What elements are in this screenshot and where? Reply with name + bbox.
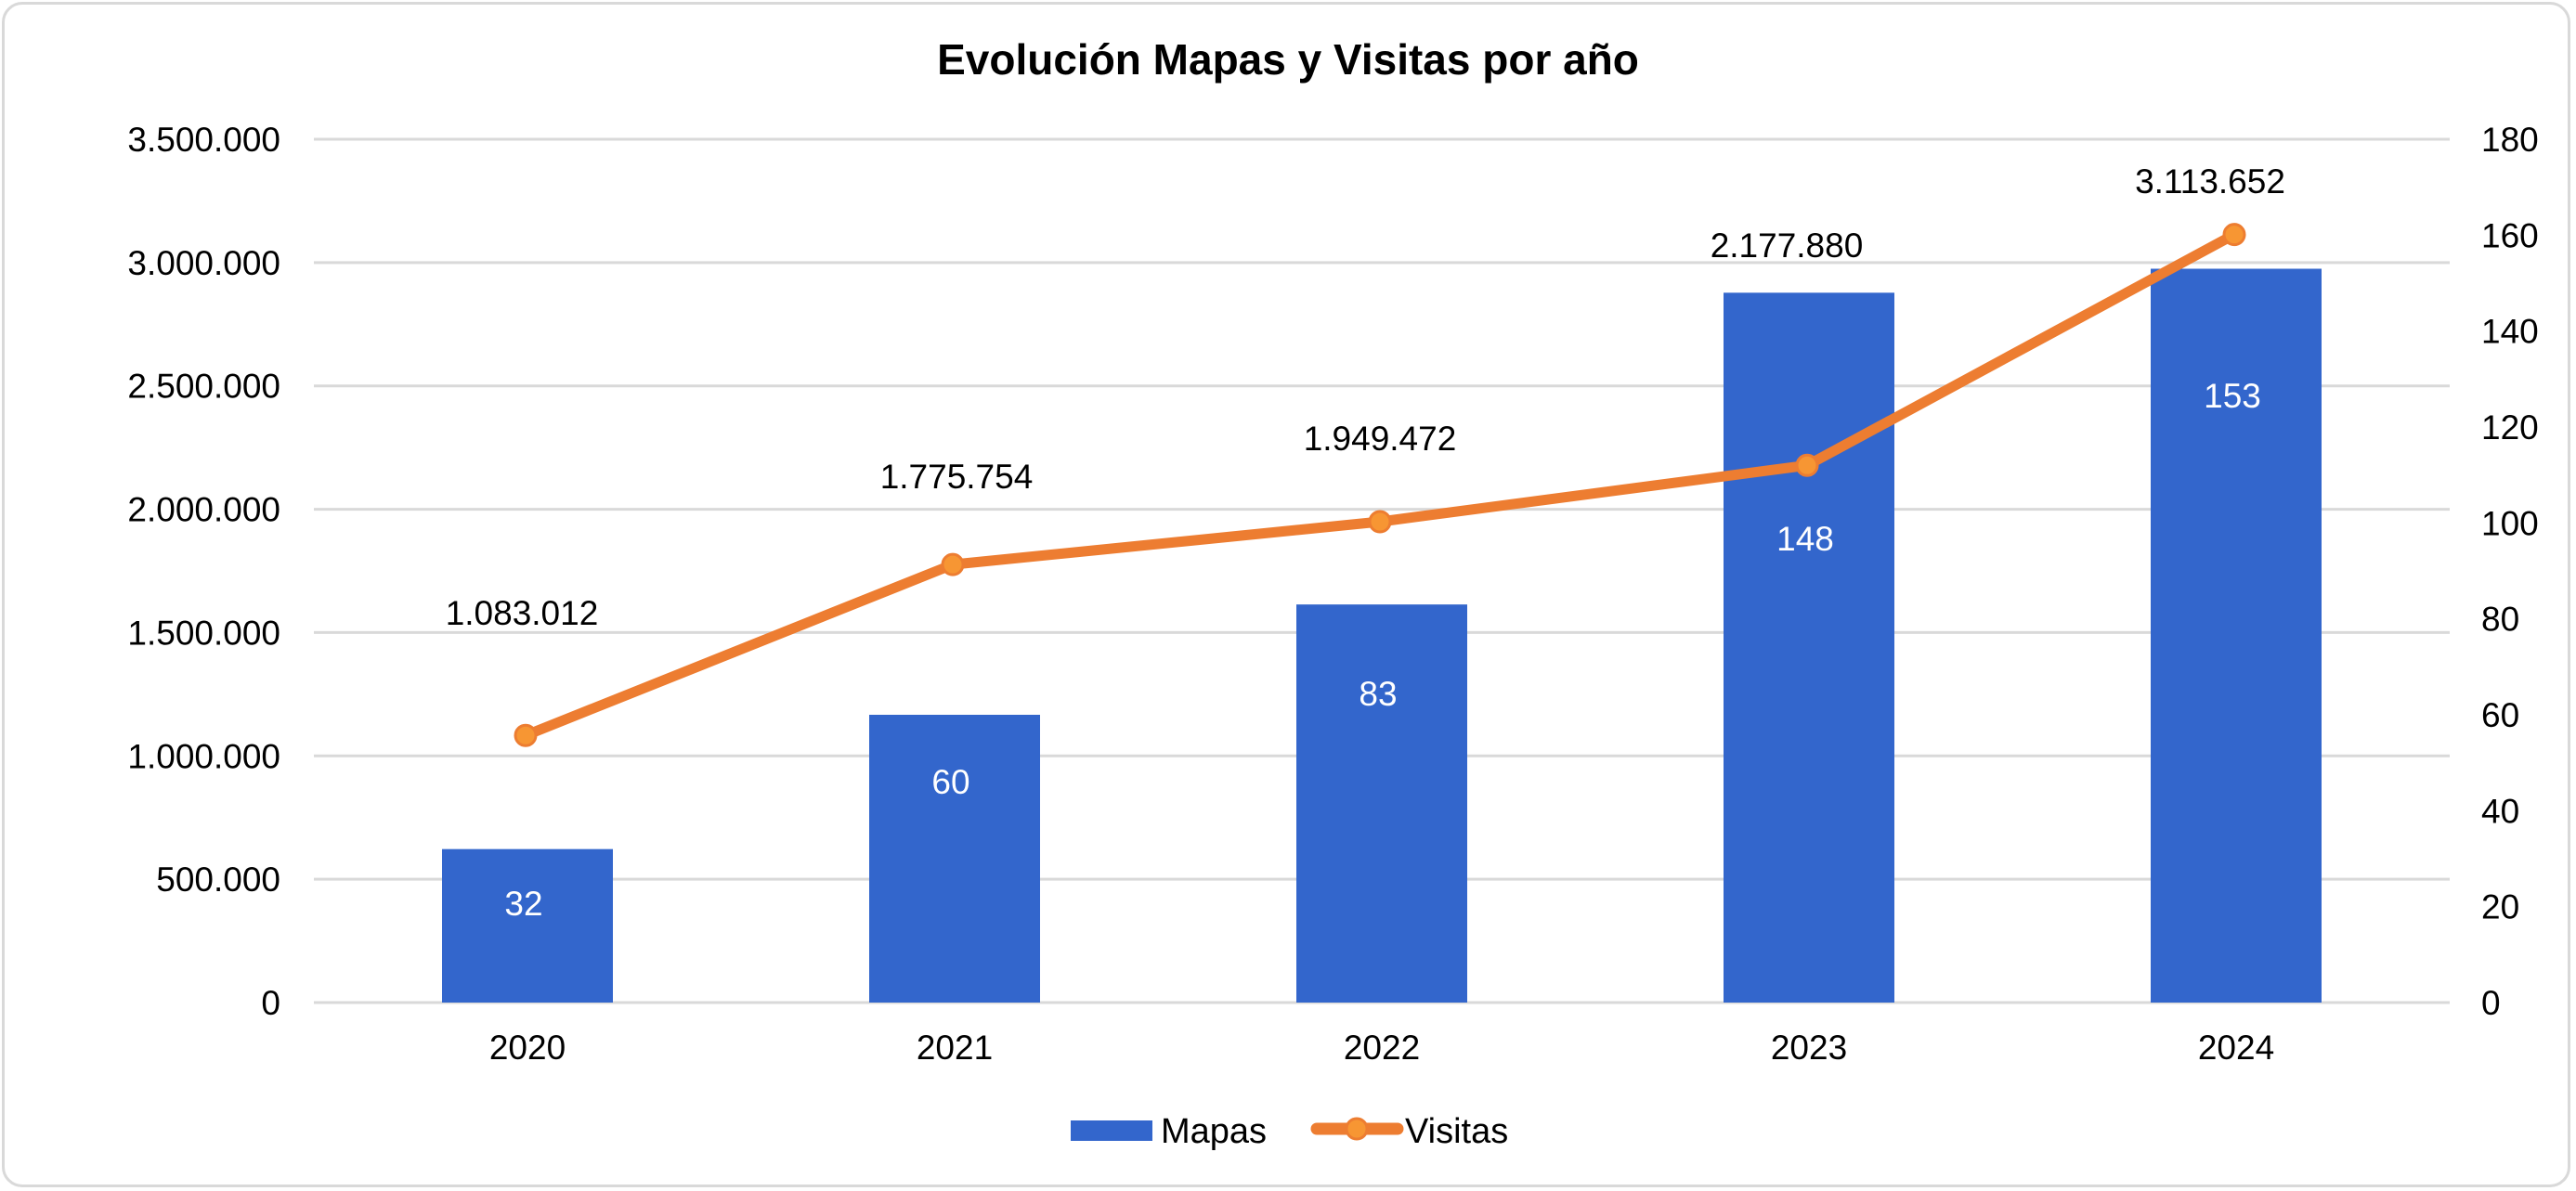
left-tick-label: 3.000.000 [127,244,280,282]
chart-title: Evolución Mapas y Visitas por año [937,35,1639,84]
x-tick-label: 2023 [1771,1029,1847,1067]
visitas-marker [2222,223,2246,247]
left-tick-label: 0 [261,984,280,1022]
x-tick-label: 2022 [1344,1029,1420,1067]
legend-label-mapas: Mapas [1161,1112,1267,1151]
left-tick-label: 2.500.000 [127,368,280,406]
x-tick-label: 2020 [489,1029,566,1067]
legend-swatch-mapas [1071,1120,1152,1141]
left-tick-label: 3.500.000 [127,121,280,159]
left-axis: 0 500.000 1.000.000 1.500.000 2.000.000 2.500… [127,121,280,1022]
right-tick-label: 100 [2481,504,2539,542]
left-tick-label: 2.000.000 [127,491,280,529]
line-data-label: 1.083.012 [446,594,599,632]
right-axis: 0 20 40 60 80 100 120 140 160 180 [2481,121,2539,1022]
line-data-label: 3.113.652 [2135,162,2285,201]
line-data-label: 2.177.880 [1711,227,1864,265]
visitas-marker [1795,453,1819,477]
bar-mapas [1724,292,1894,1003]
bar-mapas [442,848,613,1003]
bar-mapas [2151,268,2322,1003]
legend-marker-visitas [1345,1117,1369,1141]
bar-mapas [1296,604,1467,1003]
right-tick-label: 40 [2481,792,2519,830]
bar-data-label: 153 [2204,377,2261,415]
bar-data-label: 60 [931,763,969,801]
bar-data-label: 32 [504,885,542,923]
x-tick-label: 2021 [917,1029,993,1067]
legend: Mapas Visitas [1071,1112,1508,1151]
visitas-marker [514,723,538,747]
right-tick-label: 160 [2481,216,2539,254]
right-tick-label: 140 [2481,313,2539,351]
x-axis: 2020 2021 2022 2023 2024 [489,1029,2274,1067]
x-tick-label: 2024 [2198,1029,2274,1067]
bar-data-label: 148 [1776,520,1834,558]
right-tick-label: 20 [2481,888,2519,926]
bar-mapas [869,715,1040,1003]
line-data-label: 1.949.472 [1304,420,1457,458]
right-tick-label: 60 [2481,696,2519,734]
bar-data-label: 83 [1359,675,1397,713]
right-tick-label: 0 [2481,984,2501,1022]
left-tick-label: 1.000.000 [127,737,280,775]
legend-label-visitas: Visitas [1405,1112,1508,1151]
visitas-marker [1368,510,1392,534]
left-tick-label: 1.500.000 [127,614,280,652]
right-tick-label: 180 [2481,121,2539,159]
mapas-bars: 32 60 83 148 153 [442,268,2322,1003]
gridlines [314,137,2450,1004]
visitas-line-series: 1.083.012 1.775.754 1.949.472 2.177.880 3.11… [446,162,2285,747]
right-tick-label: 120 [2481,408,2539,447]
visitas-marker [941,552,965,576]
right-tick-label: 80 [2481,601,2519,639]
line-data-label: 1.775.754 [880,458,1034,496]
left-tick-label: 500.000 [156,861,280,899]
